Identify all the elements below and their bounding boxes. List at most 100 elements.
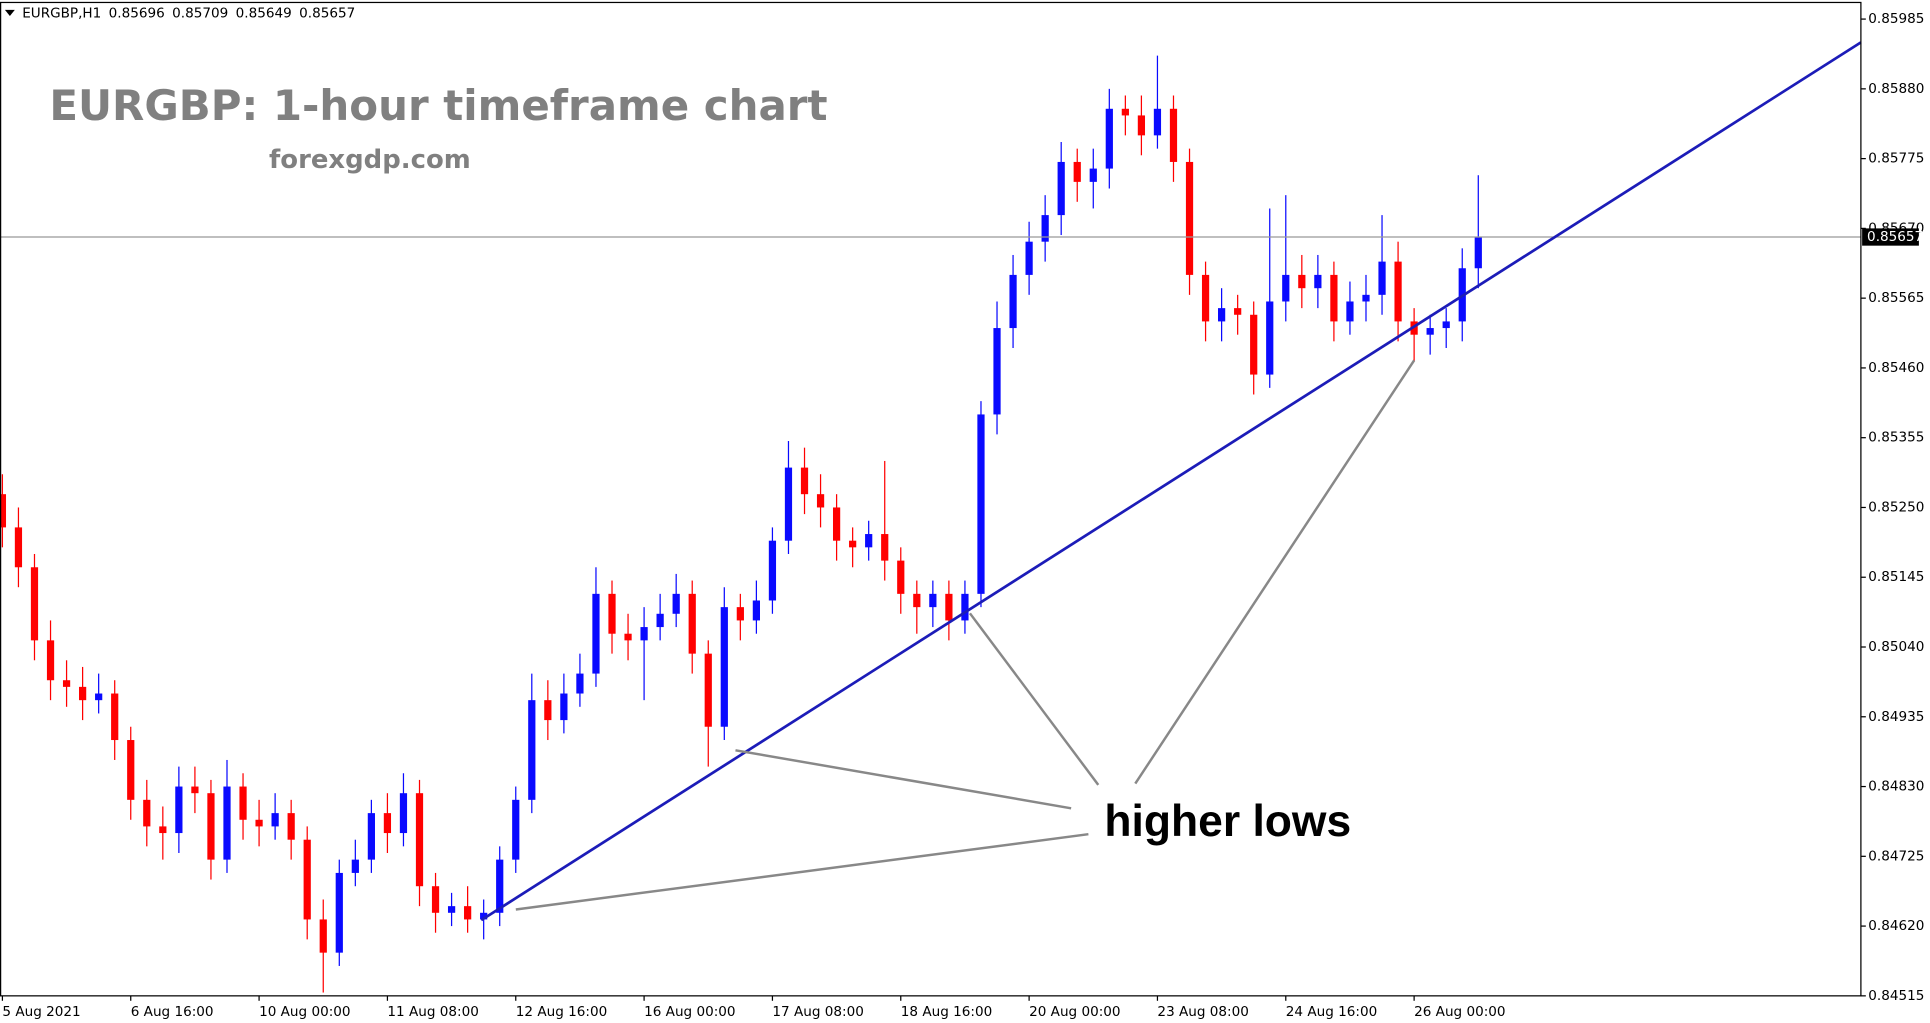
candle-body bbox=[1442, 321, 1450, 329]
candle-body bbox=[496, 859, 504, 913]
x-tick-label: 16 Aug 00:00 bbox=[644, 1004, 735, 1020]
annotation: higher lows bbox=[1104, 797, 1351, 846]
x-tick-label: 10 Aug 00:00 bbox=[259, 1004, 350, 1020]
candle-body bbox=[351, 859, 359, 873]
candle-body bbox=[399, 793, 408, 834]
candle-body bbox=[1474, 237, 1482, 269]
candle-body bbox=[480, 912, 488, 920]
y-tick-label: 0.84620 bbox=[1868, 918, 1924, 934]
candle-body bbox=[961, 593, 969, 621]
candle-body bbox=[881, 534, 889, 561]
candle-body bbox=[1218, 308, 1226, 322]
candle-body bbox=[720, 607, 728, 727]
y-tick-label: 0.85565 bbox=[1868, 290, 1924, 306]
candle-body bbox=[816, 494, 825, 508]
candle-body bbox=[624, 633, 632, 641]
candle-body bbox=[464, 906, 472, 920]
candle-body bbox=[913, 593, 921, 608]
candle-body bbox=[1057, 161, 1065, 216]
last-price-label: 0.85657 bbox=[1867, 229, 1923, 245]
x-tick-label: 23 Aug 08:00 bbox=[1157, 1004, 1248, 1020]
candle-body bbox=[1362, 294, 1370, 302]
x-tick-label: 24 Aug 16:00 bbox=[1286, 1004, 1377, 1020]
candle-body bbox=[1378, 261, 1386, 295]
candle-body bbox=[1266, 301, 1274, 375]
candle-body bbox=[512, 799, 520, 860]
candle-body bbox=[752, 600, 760, 621]
candle-body bbox=[46, 640, 55, 681]
candle-body bbox=[62, 680, 71, 687]
header-value: 0.85696 bbox=[109, 6, 165, 22]
candle-body bbox=[897, 560, 905, 594]
candle-body bbox=[255, 819, 263, 827]
candle-body bbox=[608, 593, 616, 634]
candle-body bbox=[1298, 274, 1306, 289]
y-tick-label: 0.85880 bbox=[1868, 81, 1924, 97]
header-value: 0.85649 bbox=[236, 6, 292, 22]
candle-body bbox=[865, 534, 873, 548]
x-tick-label: 20 Aug 00:00 bbox=[1029, 1004, 1120, 1020]
candle-body bbox=[656, 613, 664, 628]
arrow bbox=[515, 832, 1089, 911]
candle-body bbox=[704, 653, 712, 727]
candle-body bbox=[800, 467, 809, 495]
candle-body bbox=[945, 593, 953, 621]
candle-body bbox=[127, 740, 135, 800]
plot-area bbox=[0, 41, 1862, 993]
candle-body bbox=[528, 700, 536, 800]
candle-body bbox=[544, 700, 552, 721]
candle-body bbox=[239, 786, 247, 820]
candle-body bbox=[1314, 274, 1322, 289]
x-tick-label: 18 Aug 16:00 bbox=[901, 1004, 992, 1020]
candle-body bbox=[303, 839, 311, 920]
header-value: 0.85709 bbox=[172, 6, 228, 22]
x-tick-label: 11 Aug 08:00 bbox=[387, 1004, 478, 1020]
candle-body bbox=[1041, 215, 1049, 242]
candle-body bbox=[30, 567, 39, 641]
candle-body bbox=[207, 793, 215, 860]
y-tick-label: 0.85985 bbox=[1868, 11, 1924, 27]
candle-body bbox=[592, 593, 600, 674]
y-tick-label: 0.85460 bbox=[1868, 360, 1924, 376]
symbol: EURGBP,H1 bbox=[22, 6, 101, 22]
candle-body bbox=[1234, 308, 1242, 315]
y-tick-label: 0.84725 bbox=[1868, 848, 1924, 864]
candle-body bbox=[1105, 108, 1113, 169]
y-tick-label: 0.85355 bbox=[1868, 430, 1924, 446]
candle-body bbox=[191, 786, 199, 794]
y-tick-label: 0.84830 bbox=[1868, 779, 1924, 795]
candle-body bbox=[367, 813, 375, 860]
last-price-box bbox=[1862, 228, 1919, 246]
candle-body bbox=[1394, 261, 1402, 322]
candle-body bbox=[415, 793, 424, 887]
x-tick-label: 17 Aug 08:00 bbox=[772, 1004, 863, 1020]
chart-title: EURGBP: 1-hour timeframe chart bbox=[49, 81, 827, 130]
candle-body bbox=[287, 813, 295, 840]
plot-border bbox=[0, 1, 1862, 997]
header-value: 0.85657 bbox=[299, 6, 355, 22]
candle-body bbox=[736, 607, 744, 621]
candle-body bbox=[929, 593, 937, 608]
y-tick-label: 0.85145 bbox=[1868, 569, 1924, 585]
candle-body bbox=[271, 813, 279, 827]
candle-body bbox=[431, 886, 440, 913]
candle-body bbox=[1089, 168, 1097, 182]
candle-body bbox=[1250, 314, 1258, 375]
arrow bbox=[735, 749, 1072, 810]
candle-body bbox=[1137, 115, 1146, 136]
chart-header: EURGBP,H1 0.85696 0.85709 0.85649 0.85657 bbox=[22, 6, 355, 22]
candle-body bbox=[688, 593, 696, 654]
candle-body bbox=[447, 906, 456, 913]
x-tick-label: 5 Aug 2021 bbox=[2, 1004, 80, 1020]
arrow bbox=[1134, 359, 1416, 785]
chart-subtitle: forexgdp.com bbox=[269, 145, 471, 175]
trendline bbox=[480, 41, 1862, 922]
menu-triangle[interactable] bbox=[4, 9, 15, 17]
candle-body bbox=[977, 414, 985, 594]
arrow bbox=[968, 612, 1100, 786]
candle-body bbox=[993, 328, 1001, 415]
candle-body bbox=[319, 919, 327, 953]
candle-body bbox=[143, 799, 151, 827]
